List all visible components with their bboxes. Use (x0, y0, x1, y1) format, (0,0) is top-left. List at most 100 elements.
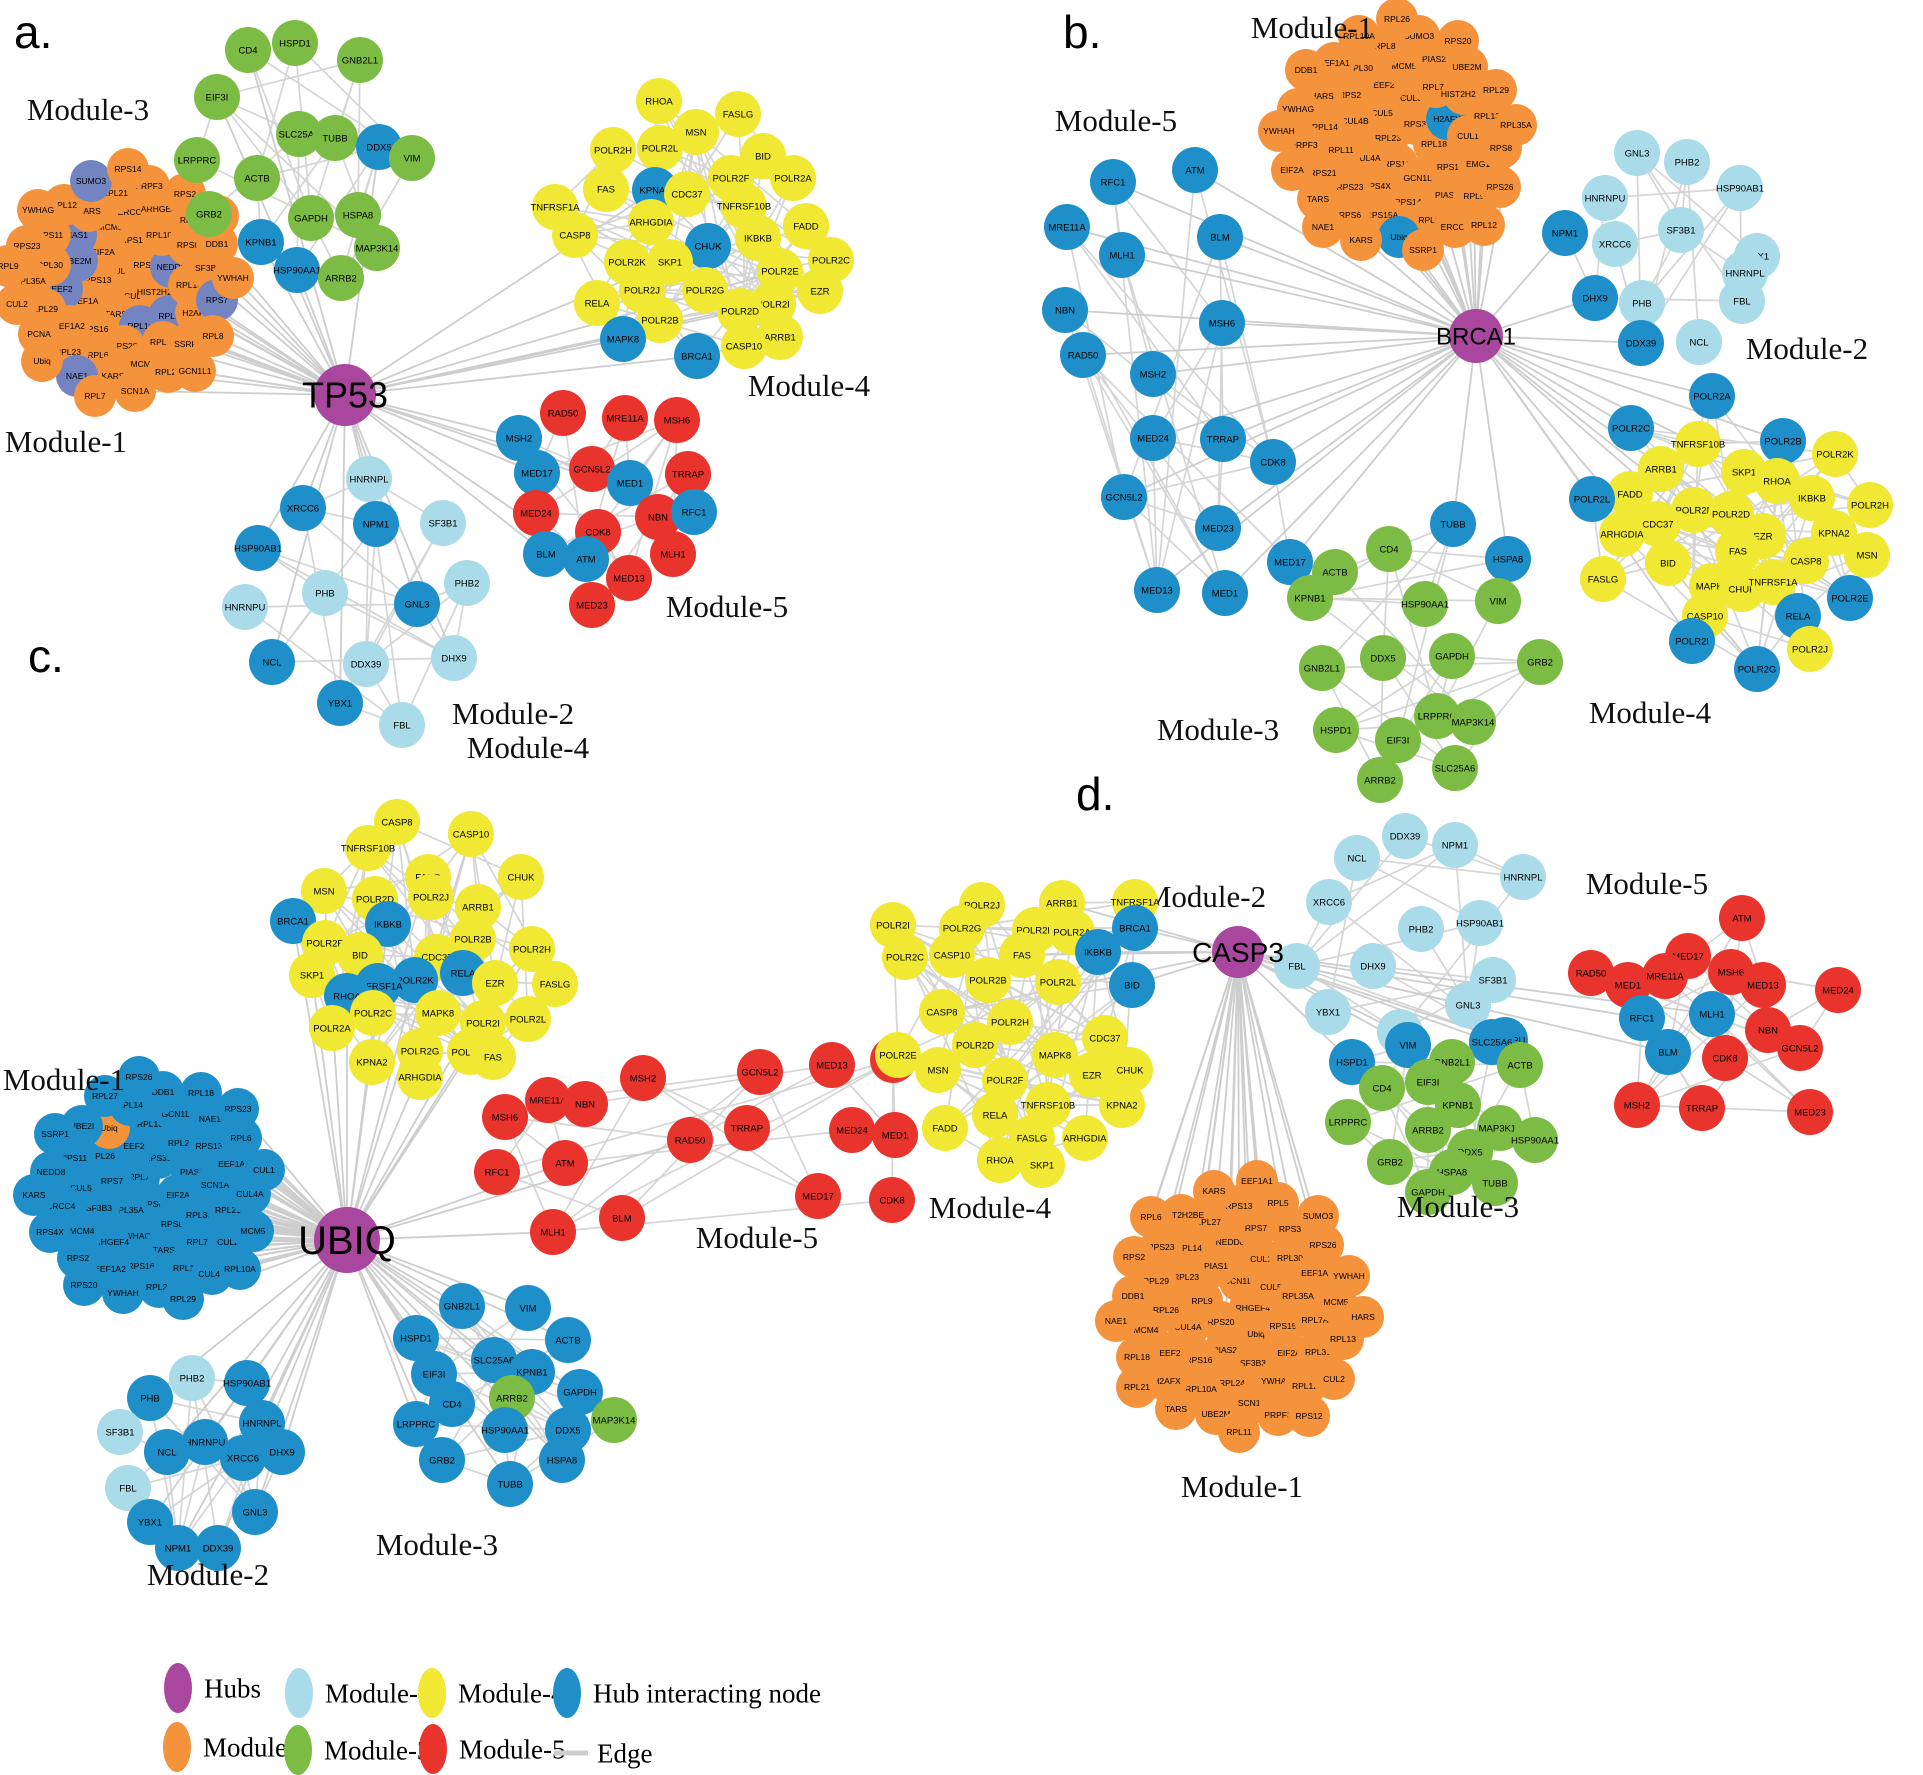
node-FASLG[interactable] (715, 91, 761, 137)
node-FBL[interactable] (105, 1465, 151, 1511)
node-DDX39[interactable] (343, 641, 389, 687)
node-HSPA8[interactable] (539, 1437, 585, 1483)
node-CASP8[interactable] (919, 989, 965, 1035)
node-RHOA[interactable] (1754, 458, 1800, 504)
node-MED13[interactable] (1134, 567, 1180, 613)
node-NCL[interactable] (1676, 319, 1722, 365)
node-CHUK[interactable] (498, 854, 544, 900)
node-GNB2L1[interactable] (439, 1283, 485, 1329)
node-RPL6[interactable] (1130, 1196, 1172, 1238)
node-CDC37[interactable] (1635, 501, 1681, 547)
node-MED1[interactable] (607, 460, 653, 506)
node-Ubiq[interactable] (21, 340, 63, 382)
node-IKBKB[interactable] (365, 901, 411, 947)
node-DDX5[interactable] (1360, 635, 1406, 681)
node-RPS20[interactable] (1437, 20, 1479, 62)
node-SF3B1[interactable] (97, 1409, 143, 1455)
node-EIF3I[interactable] (1375, 717, 1421, 763)
node-HIST2H2BE[interactable] (1160, 1194, 1202, 1236)
node-NBN[interactable] (562, 1081, 608, 1127)
node-GAPDH[interactable] (288, 195, 334, 241)
node-POLR2E[interactable] (875, 1032, 921, 1078)
node-NBN[interactable] (635, 494, 681, 540)
node-BRCA1[interactable] (270, 898, 316, 944)
node-KPNB1[interactable] (238, 219, 284, 265)
node-TNFRSF10B[interactable] (1675, 421, 1721, 467)
node-IKBKB[interactable] (735, 215, 781, 261)
node-RELA[interactable] (972, 1092, 1018, 1138)
node-NCL[interactable] (249, 639, 295, 685)
node-POLR2D[interactable] (952, 1022, 998, 1068)
node-ACTB[interactable] (1497, 1042, 1543, 1088)
node-ATM[interactable] (1172, 147, 1218, 193)
node-SSRP1[interactable] (34, 1113, 76, 1155)
node-HSP90AA1[interactable] (1512, 1117, 1558, 1163)
node-RPL10A[interactable] (219, 1248, 261, 1290)
node-SCN1A[interactable] (114, 370, 156, 412)
node-GCN5L2[interactable] (1101, 474, 1147, 520)
node-POLR2B[interactable] (965, 957, 1011, 1003)
node-BRCA1[interactable] (674, 333, 720, 379)
node-MRE11A[interactable] (602, 395, 648, 441)
node-MED23[interactable] (1787, 1089, 1833, 1135)
node-RPS12[interactable] (1288, 1395, 1330, 1437)
node-MED24[interactable] (513, 490, 559, 536)
node-EIF3I[interactable] (194, 74, 240, 120)
node-HSPD1[interactable] (393, 1315, 439, 1361)
node-TRRAP[interactable] (1679, 1085, 1725, 1131)
node-FASLG[interactable] (532, 961, 578, 1007)
node-RPS2[interactable] (1113, 1236, 1155, 1278)
node-MSN[interactable] (301, 868, 347, 914)
node-RPL29[interactable] (1475, 69, 1517, 111)
node-FADD[interactable] (1607, 471, 1653, 517)
node-BLM[interactable] (599, 1195, 645, 1241)
node-YWHAG[interactable] (17, 189, 59, 231)
node-ARHGDIA[interactable] (397, 1054, 443, 1100)
node-YWHAH[interactable] (1258, 110, 1300, 152)
node-HSPD1[interactable] (272, 20, 318, 66)
node-POLR2K[interactable] (392, 957, 438, 1003)
node-CASP8[interactable] (552, 212, 598, 258)
node-CUL1[interactable] (243, 1149, 285, 1191)
node-RFC1[interactable] (1090, 159, 1136, 205)
node-IKBKB[interactable] (1075, 929, 1121, 975)
node-RPS26[interactable] (1479, 166, 1521, 208)
node-CHUK[interactable] (685, 223, 731, 269)
node-GNL3[interactable] (232, 1489, 278, 1535)
node-GNL3[interactable] (394, 581, 440, 627)
node-EZR[interactable] (472, 960, 518, 1006)
node-MED17[interactable] (795, 1173, 841, 1219)
node-POLR2F[interactable] (1671, 487, 1717, 533)
node-HSPD1[interactable] (1313, 707, 1359, 753)
node-HNRNPL[interactable] (346, 456, 392, 502)
node-POLR2D[interactable] (717, 288, 763, 334)
node-GRB2[interactable] (1517, 639, 1563, 685)
node-KARS[interactable] (1193, 1170, 1235, 1212)
node-IKBKB[interactable] (1789, 475, 1835, 521)
node-PRPF3[interactable] (1257, 1394, 1299, 1436)
node-MED17[interactable] (514, 450, 560, 496)
node-MED13[interactable] (606, 555, 652, 601)
node-ARHGDIA[interactable] (628, 199, 674, 245)
node-CDK8[interactable] (869, 1177, 915, 1223)
node-FBL[interactable] (1274, 943, 1320, 989)
node-KPNA2[interactable] (349, 1039, 395, 1085)
node-MCM5[interactable] (232, 1210, 274, 1252)
node-NPM1[interactable] (1432, 822, 1478, 868)
node-POLR2I[interactable] (1669, 618, 1715, 664)
node-DDB1[interactable] (1285, 49, 1327, 91)
node-DHX9[interactable] (1350, 943, 1396, 989)
node-CD4[interactable] (1359, 1065, 1405, 1111)
node-MED24[interactable] (1130, 415, 1176, 461)
node-KARS[interactable] (13, 1174, 55, 1216)
node-DDX39[interactable] (1382, 813, 1428, 859)
node-SLC25A6[interactable] (1432, 745, 1478, 791)
node-SLC25A6[interactable] (276, 111, 322, 157)
node-RELA[interactable] (574, 280, 620, 326)
node-BLM[interactable] (1645, 1029, 1691, 1075)
node-RPL9[interactable] (0, 245, 29, 287)
node-CASP10[interactable] (721, 323, 767, 369)
node-VIM[interactable] (505, 1285, 551, 1331)
node-HSP90AB1[interactable] (224, 1360, 270, 1406)
node-GRB2[interactable] (419, 1437, 465, 1483)
